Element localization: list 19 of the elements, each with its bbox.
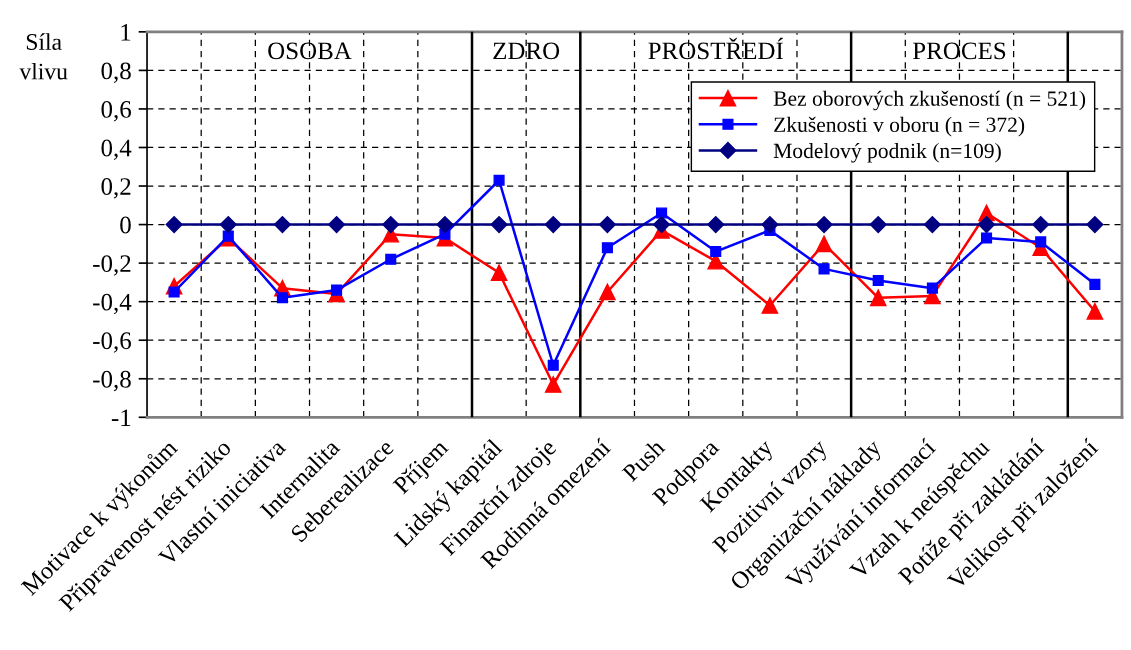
annotation: OSOBA xyxy=(268,42,352,60)
y-tick-label: -0,6 xyxy=(93,332,132,353)
legend-label: Modelový podnik (n=109) xyxy=(773,142,1001,163)
legend-label: Zkušenosti v oboru (n = 372) xyxy=(774,116,1025,137)
legend-label: Bez oborových zkušeností (n = 521) xyxy=(773,90,1086,111)
y-tick-label: 0,4 xyxy=(101,139,132,160)
y-tick-label: -0,4 xyxy=(93,293,132,315)
y-tick-label: 0,8 xyxy=(101,62,131,83)
annotation: PROCES xyxy=(912,42,1006,60)
y-tick-label: -1 xyxy=(111,409,131,426)
annotation: PROSTŘEDÍ xyxy=(648,37,784,60)
y-tick-label: -0,8 xyxy=(93,370,131,392)
y-tick-label: -0,2 xyxy=(93,255,131,276)
y-tick-label: 0 xyxy=(120,216,131,234)
y-axis-title: Síla vlivu xyxy=(19,33,68,80)
annotation: ZDRO xyxy=(493,42,560,60)
y-tick-label: 1 xyxy=(121,24,131,41)
y-tick-label: 0,2 xyxy=(101,178,131,199)
y-tick-label: 0,6 xyxy=(101,100,132,122)
